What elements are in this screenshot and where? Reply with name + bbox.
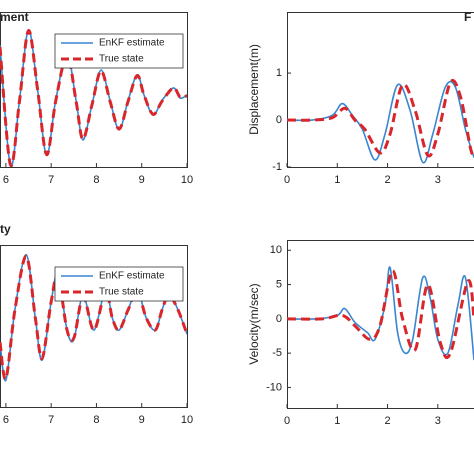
y-tick-label: 10 bbox=[270, 244, 282, 256]
series-line bbox=[287, 80, 474, 164]
legend-label: True state bbox=[99, 287, 144, 298]
x-tick-label: 0 bbox=[284, 415, 290, 427]
x-tick-label: 7 bbox=[48, 414, 54, 426]
legend-box bbox=[54, 266, 184, 302]
x-tick-label: 0 bbox=[284, 174, 290, 186]
x-tick-label: 10 bbox=[181, 174, 193, 186]
x-tick-label: 9 bbox=[139, 414, 145, 426]
series-line bbox=[287, 266, 474, 361]
y-tick-label: 1 bbox=[276, 67, 282, 79]
axes-frame bbox=[287, 12, 474, 168]
y-tick-label: -1 bbox=[272, 161, 282, 173]
subplot-title: F bbox=[464, 10, 471, 24]
legend-box bbox=[54, 33, 184, 69]
x-tick-label: 6 bbox=[3, 414, 9, 426]
x-tick-label: 1 bbox=[334, 415, 340, 427]
series-line bbox=[287, 269, 474, 359]
series-line bbox=[0, 29, 187, 167]
legend-label: EnKF estimate bbox=[99, 271, 165, 282]
subplot-title: ment bbox=[0, 10, 29, 24]
legend-label: EnKF estimate bbox=[99, 38, 165, 49]
y-tick-label: 0 bbox=[276, 114, 282, 126]
y-axis-label: Displacement(m) bbox=[247, 44, 261, 135]
y-axis-label: Velocity(m/sec) bbox=[247, 283, 261, 364]
series-line bbox=[0, 254, 187, 381]
legend-label: True state bbox=[99, 54, 144, 65]
x-tick-label: 8 bbox=[93, 174, 99, 186]
x-tick-label: 1 bbox=[334, 174, 340, 186]
x-tick-label: 6 bbox=[3, 174, 9, 186]
plot-area bbox=[287, 266, 474, 361]
plot-area bbox=[0, 29, 187, 167]
y-tick-label: -10 bbox=[266, 381, 282, 393]
y-tick-label: -5 bbox=[272, 347, 282, 359]
y-tick-label: 5 bbox=[276, 278, 282, 290]
plot-area bbox=[287, 78, 474, 164]
subplot-title: ty bbox=[0, 222, 11, 236]
series-line bbox=[287, 78, 474, 158]
x-tick-label: 9 bbox=[139, 174, 145, 186]
x-tick-label: 2 bbox=[384, 415, 390, 427]
plot-area bbox=[0, 253, 187, 382]
x-tick-label: 2 bbox=[384, 174, 390, 186]
x-tick-label: 10 bbox=[181, 414, 193, 426]
x-tick-label: 3 bbox=[435, 174, 441, 186]
x-tick-label: 3 bbox=[435, 415, 441, 427]
y-tick-label: 0 bbox=[276, 313, 282, 325]
x-tick-label: 7 bbox=[48, 174, 54, 186]
x-tick-label: 8 bbox=[93, 414, 99, 426]
